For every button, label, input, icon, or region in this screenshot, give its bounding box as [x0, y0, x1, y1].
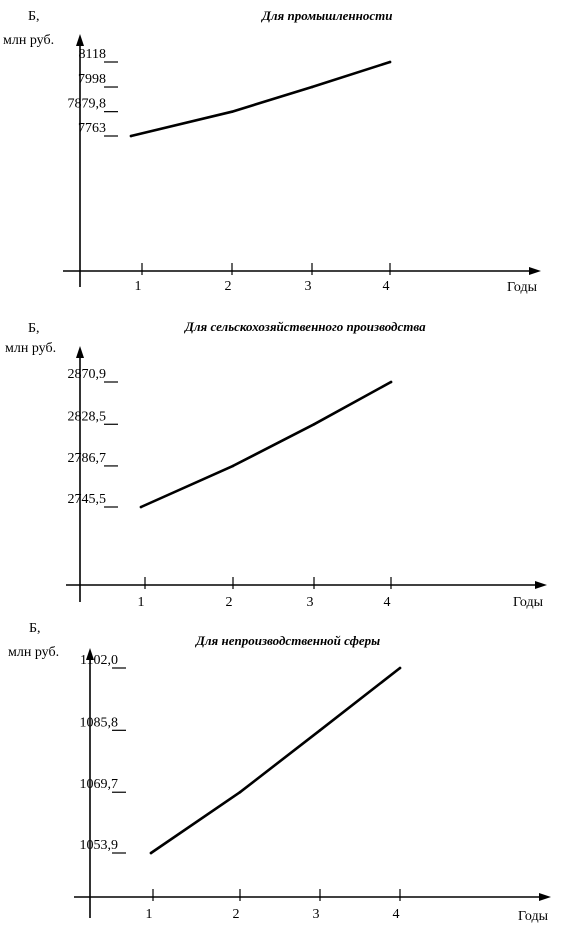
x-tick-label: 4: [383, 279, 390, 294]
data-point: [230, 110, 234, 113]
y-axis-arrow: [76, 34, 84, 46]
chart-nonproduction: Б, млн руб. Для непроизводственной сферы…: [8, 621, 551, 924]
y-unit-line1: Б,: [28, 9, 40, 24]
y-unit-line2: млн руб.: [8, 645, 59, 660]
x-axis-label: Годы: [513, 595, 544, 610]
x-axis-arrow: [539, 893, 551, 901]
x-axis-arrow: [535, 581, 547, 589]
y-axis-arrow: [76, 346, 84, 358]
data-point: [398, 666, 402, 670]
y-tick-label: 8118: [79, 47, 106, 62]
y-tick-label: 2828,5: [68, 409, 107, 424]
x-tick-label: 1: [135, 279, 142, 294]
data-point: [312, 423, 316, 426]
chart-title: Для непроизводственной сферы: [195, 633, 380, 648]
y-tick-label: 2870,9: [68, 367, 107, 382]
x-tick-label: 2: [226, 595, 233, 610]
x-axis-label: Годы: [518, 909, 549, 924]
chart-industry: Б, млн руб. Для промышленности Годы 8118…: [3, 8, 541, 295]
data-point: [389, 380, 393, 384]
y-tick-label: 7763: [78, 121, 106, 136]
y-tick-label: 1102,0: [80, 653, 118, 668]
data-point: [231, 464, 235, 468]
series-line: [139, 380, 393, 509]
chart-title: Для промышленности: [261, 8, 392, 23]
x-axis-arrow: [529, 267, 541, 275]
data-point: [310, 85, 314, 89]
data-point: [129, 134, 133, 138]
data-point: [238, 790, 242, 794]
series-line: [129, 60, 392, 138]
x-tick-label: 2: [233, 907, 240, 922]
y-tick-label: 1053,9: [80, 838, 119, 853]
y-axis-arrow: [86, 648, 94, 660]
chart-title: Для сельскохозяйственного производства: [184, 319, 426, 334]
y-unit-line1: Б,: [29, 621, 41, 636]
chart-agriculture: Б, млн руб. Для сельскохозяйственного пр…: [5, 319, 547, 610]
series-line: [149, 666, 402, 855]
x-tick-label: 3: [307, 595, 314, 610]
y-unit-line1: Б,: [28, 321, 40, 336]
x-tick-label: 1: [138, 595, 145, 610]
y-tick-label: 7879,8: [68, 97, 107, 112]
y-tick-label: 7998: [78, 72, 106, 87]
x-tick-label: 2: [225, 279, 232, 294]
x-axis-label: Годы: [507, 280, 538, 295]
x-tick-label: 4: [393, 907, 400, 922]
x-tick-label: 3: [313, 907, 320, 922]
data-point: [149, 851, 153, 855]
x-tick-label: 4: [384, 595, 391, 610]
y-unit-line2: млн руб.: [5, 341, 56, 356]
y-tick-label: 1085,8: [80, 715, 119, 730]
y-unit-line2: млн руб.: [3, 33, 54, 48]
data-point: [139, 505, 143, 509]
x-tick-label: 3: [305, 279, 312, 294]
x-tick-label: 1: [146, 907, 153, 922]
y-tick-label: 2786,7: [68, 451, 107, 466]
data-point: [318, 729, 322, 732]
y-tick-label: 2745,5: [68, 492, 107, 507]
data-point: [388, 60, 392, 64]
y-tick-label: 1069,7: [80, 777, 119, 792]
